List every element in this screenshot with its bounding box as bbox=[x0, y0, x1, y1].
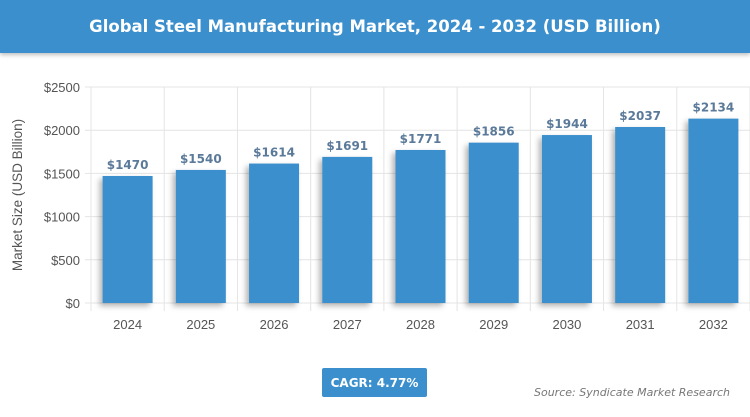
y-tick-label: $0 bbox=[66, 296, 80, 311]
cagr-badge: CAGR: 4.77% bbox=[322, 368, 427, 397]
bar bbox=[541, 135, 592, 303]
y-tick-label: $500 bbox=[51, 253, 80, 268]
x-tick-label: 2028 bbox=[406, 317, 435, 332]
data-label: $2037 bbox=[619, 109, 661, 123]
data-label: $1470 bbox=[107, 158, 149, 172]
y-tick-label: $1500 bbox=[44, 166, 80, 181]
x-tick-label: 2026 bbox=[260, 317, 289, 332]
x-tick-label: 2030 bbox=[552, 317, 581, 332]
data-label: $1856 bbox=[473, 125, 515, 139]
x-tick-label: 2025 bbox=[186, 317, 215, 332]
x-tick-label: 2024 bbox=[113, 317, 142, 332]
y-tick-label: $2000 bbox=[44, 123, 80, 138]
data-label: $1540 bbox=[180, 152, 222, 166]
title-bar: Global Steel Manufacturing Market, 2024 … bbox=[0, 0, 750, 53]
bar bbox=[102, 175, 153, 303]
y-tick-label: $1000 bbox=[44, 210, 80, 225]
x-tick-label: 2027 bbox=[333, 317, 362, 332]
chart-title: Global Steel Manufacturing Market, 2024 … bbox=[89, 17, 661, 36]
bar bbox=[322, 156, 373, 303]
bar bbox=[615, 127, 666, 303]
bar bbox=[249, 163, 300, 303]
data-label: $1691 bbox=[326, 139, 368, 153]
x-tick-label: 2029 bbox=[479, 317, 508, 332]
data-label: $1614 bbox=[253, 146, 295, 160]
data-label: $1944 bbox=[546, 117, 588, 131]
y-tick-label: $2500 bbox=[44, 80, 80, 95]
x-tick-label: 2032 bbox=[699, 317, 728, 332]
bar bbox=[395, 149, 446, 303]
source-note: Source: Syndicate Market Research bbox=[534, 386, 730, 399]
x-tick-label: 2031 bbox=[626, 317, 655, 332]
y-axis-label: Market Size (USD Billion) bbox=[10, 119, 25, 271]
bar bbox=[468, 142, 519, 303]
bar bbox=[175, 169, 226, 303]
bar bbox=[688, 118, 739, 303]
data-label: $1771 bbox=[400, 132, 442, 146]
data-label: $2134 bbox=[693, 101, 735, 115]
